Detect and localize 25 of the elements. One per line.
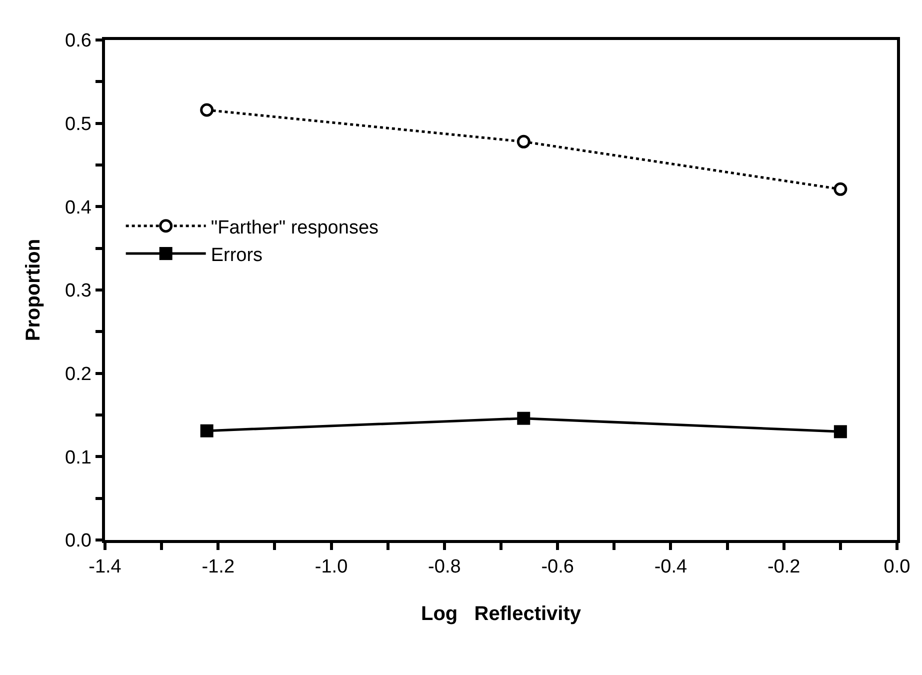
legend-label: "Farther" responses [210,217,379,238]
y-tick-label: 0.4 [65,197,92,218]
y-tick-label: 0.0 [65,530,92,552]
y-tick-label: 0.6 [65,30,92,52]
point [834,182,848,196]
point [200,424,214,438]
y-tick-label: 0.5 [65,114,92,135]
x-tick-label: -0.8 [428,556,461,578]
x-tick-label: 0.0 [884,556,910,578]
point [516,134,530,148]
point [517,412,530,425]
x-tick-label: -1.4 [88,556,122,578]
x-tick-label: -0.6 [541,556,574,578]
y-tick-label: 0.1 [65,447,92,468]
y-axis-title: Proportion [22,238,45,342]
legend-label: Errors [210,244,263,266]
point [834,425,847,438]
x-tick-label: -0.2 [767,556,800,578]
point [200,103,214,117]
x-axis-title: Log Reflectivity [420,603,582,626]
x-tick-label: -0.4 [654,556,688,578]
x-tick-label: -1.2 [202,556,235,578]
y-tick-label: 0.2 [65,364,92,385]
y-tick-label: 0.3 [65,280,92,302]
x-tick-label: -1.0 [314,556,348,578]
